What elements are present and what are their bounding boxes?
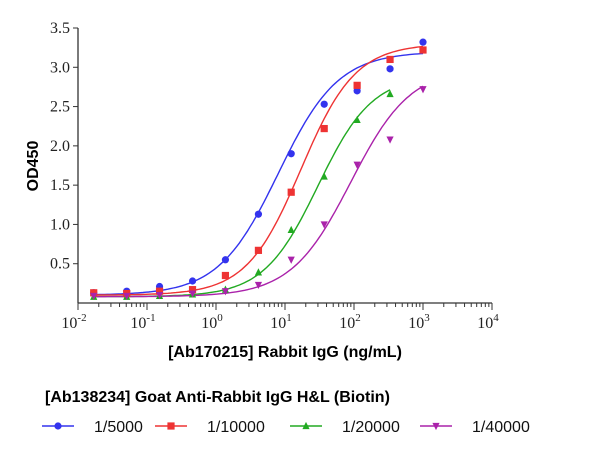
fit-curves (93, 45, 424, 298)
x-tick-label: 10-2 (61, 312, 86, 332)
x-tick-label: 102 (339, 312, 361, 332)
marker-triangle-up (353, 115, 361, 124)
marker-square (320, 124, 328, 133)
legend-label: 1/10000 (207, 419, 265, 436)
legend-item: 1/5000 (42, 419, 143, 436)
legend-item: 1/20000 (290, 419, 400, 436)
x-axis-label: [Ab170215] Rabbit IgG (ng/mL) (168, 344, 402, 361)
y-tick-label: 3.0 (50, 59, 70, 76)
marker-circle (188, 277, 197, 285)
legend-label: 1/40000 (472, 419, 530, 436)
x-tick-label: 101 (270, 312, 292, 332)
legend-item: 1/40000 (420, 419, 530, 436)
legend: 1/5000 1/10000 1/20000 1/40000 (42, 419, 530, 436)
marker-triangle-up (386, 89, 394, 98)
marker-circle (287, 150, 295, 158)
marker-square (155, 287, 164, 295)
legend-item: 1/10000 (155, 419, 265, 436)
marker-triangle-down (155, 292, 164, 300)
legend-label: 1/20000 (342, 419, 400, 436)
y-tick-label: 3.5 (50, 20, 70, 37)
marker-circle (386, 65, 394, 73)
marker-square (167, 422, 175, 430)
marker-square (287, 188, 295, 196)
x-tick-label: 10-1 (130, 312, 155, 332)
marker-triangle-down (254, 281, 263, 290)
x-tick-label: 100 (201, 312, 223, 332)
axes: 0.5 1.0 1.5 2.0 2.5 3.0 3.5 10-2 10-1 100 101 102 10… (50, 20, 499, 332)
data-points (90, 38, 427, 301)
legend-label: 1/5000 (94, 419, 143, 436)
marker-square (419, 46, 427, 54)
marker-circle (54, 422, 62, 430)
marker-triangle-down (90, 292, 98, 301)
marker-triangle-down (123, 292, 131, 301)
marker-circle (254, 210, 263, 218)
y-axis-label: OD450 (25, 141, 42, 192)
marker-square (353, 81, 361, 89)
marker-triangle-down (320, 221, 328, 229)
marker-triangle-down (188, 290, 197, 298)
legend-title: [Ab138234] Goat Anti-Rabbit IgG H&L (Bio… (45, 389, 390, 406)
marker-triangle-up (254, 268, 263, 276)
y-tick-label: 2.0 (50, 138, 70, 155)
marker-triangle-down (221, 288, 230, 296)
x-tick-label: 103 (408, 312, 430, 332)
y-tick-label: 2.5 (50, 99, 70, 116)
marker-triangle-up (287, 225, 295, 234)
marker-triangle-down (353, 161, 361, 169)
y-tick-label: 1.0 (50, 216, 70, 233)
y-tick-label: 0.5 (50, 256, 70, 273)
marker-circle (221, 256, 230, 264)
fit-curve-1-5000 (93, 52, 424, 296)
x-tick-label: 104 (477, 312, 499, 332)
fit-curve-1-40000 (93, 85, 424, 298)
marker-triangle-down (287, 256, 295, 264)
marker-square (254, 246, 263, 254)
marker-circle (419, 38, 427, 46)
marker-triangle-down (419, 86, 427, 94)
marker-square (386, 55, 394, 64)
fit-curve-1-10000 (93, 45, 424, 296)
marker-triangle-down (432, 422, 440, 431)
marker-square (221, 271, 230, 280)
marker-circle (353, 87, 361, 95)
marker-circle (320, 100, 328, 108)
marker-triangle-up (302, 421, 310, 430)
marker-triangle-down (386, 136, 394, 144)
marker-triangle-up (320, 172, 328, 180)
marker-square (188, 286, 197, 294)
y-tick-label: 1.5 (50, 177, 70, 194)
